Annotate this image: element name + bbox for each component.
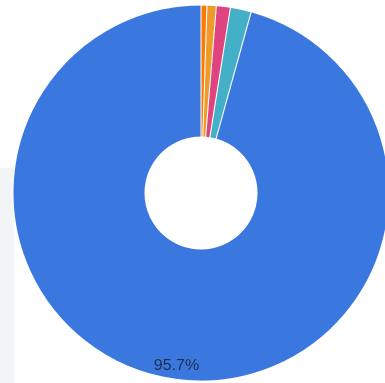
background-panel-edge: [0, 168, 14, 383]
donut-slice-5[interactable]: [200, 4, 208, 138]
donut-slice-1[interactable]: [12, 4, 385, 382]
donut-slice-1-label: 95.7%: [154, 357, 199, 374]
